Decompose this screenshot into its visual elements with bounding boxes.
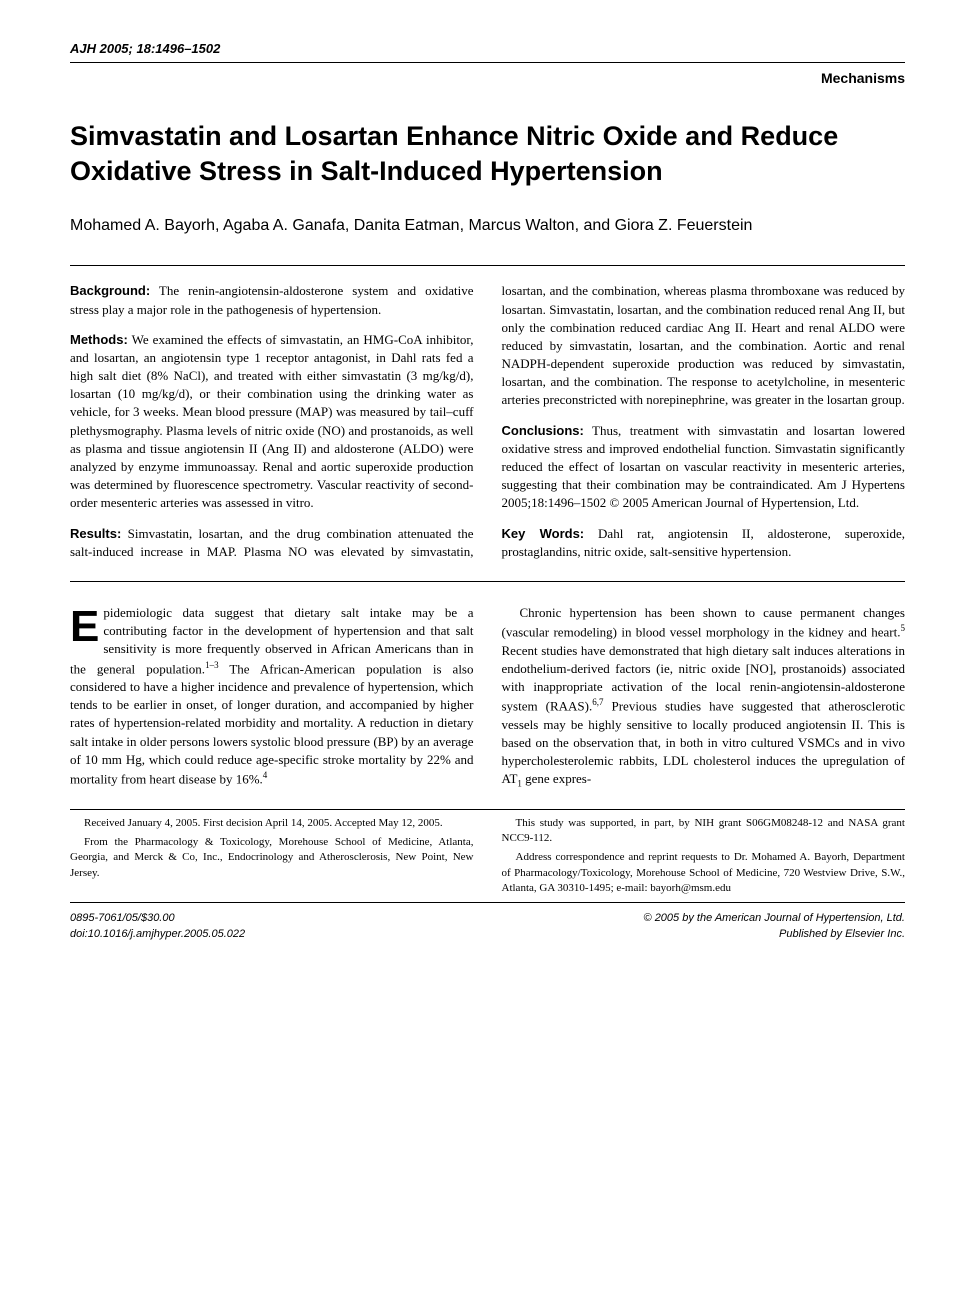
received-dates: Received January 4, 2005. First decision…	[70, 816, 474, 831]
para2a: Chronic hypertension has been shown to c…	[502, 605, 906, 640]
issn-doi: 0895-7061/05/$30.00 doi:10.1016/j.amjhyp…	[70, 911, 245, 942]
top-rule	[70, 62, 905, 63]
body-para-1: Epidemiologic data suggest that dietary …	[70, 604, 474, 789]
keywords-label: Key Words:	[502, 526, 585, 541]
doi: doi:10.1016/j.amjhyper.2005.05.022	[70, 927, 245, 942]
abstract-block: Background: The renin-angiotensin-aldost…	[70, 265, 905, 582]
footer-rule-top	[70, 809, 905, 810]
bottom-line: 0895-7061/05/$30.00 doi:10.1016/j.amjhyp…	[70, 911, 905, 942]
footer-block: Received January 4, 2005. First decision…	[70, 816, 905, 897]
author-list: Mohamed A. Bayorh, Agaba A. Ganafa, Dani…	[70, 215, 905, 237]
abstract-keywords: Key Words: Dahl rat, angiotensin II, ald…	[502, 525, 906, 561]
copyright: © 2005 by the American Journal of Hypert…	[644, 911, 905, 926]
methods-label: Methods:	[70, 332, 128, 347]
body-text: Epidemiologic data suggest that dietary …	[70, 604, 905, 791]
body-para-2: Chronic hypertension has been shown to c…	[502, 604, 906, 791]
ref-4: 4	[263, 770, 268, 780]
affiliation: From the Pharmacology & Toxicology, More…	[70, 835, 474, 881]
section-label: Mechanisms	[70, 69, 905, 89]
footer-rule-bottom	[70, 902, 905, 903]
results-label: Results:	[70, 526, 121, 541]
para1b: The African-American population is also …	[70, 661, 474, 786]
correspondence: Address correspondence and reprint reque…	[502, 850, 906, 896]
methods-text: We examined the effects of simvastatin, …	[70, 332, 474, 511]
ref-5: 5	[901, 623, 906, 633]
ref-6-7: 6,7	[592, 697, 603, 707]
copyright-block: © 2005 by the American Journal of Hypert…	[644, 911, 905, 942]
para2d: gene expres-	[522, 771, 591, 786]
article-title: Simvastatin and Losartan Enhance Nitric …	[70, 119, 905, 189]
dropcap: E	[70, 604, 103, 645]
ref-1-3: 1–3	[205, 660, 219, 670]
abstract-background: Background: The renin-angiotensin-aldost…	[70, 282, 474, 318]
abstract-methods: Methods: We examined the effects of simv…	[70, 331, 474, 513]
background-label: Background:	[70, 283, 150, 298]
abstract-conclusions: Conclusions: Thus, treatment with simvas…	[502, 422, 906, 513]
funding-support: This study was supported, in part, by NI…	[502, 816, 906, 847]
conclusions-label: Conclusions:	[502, 423, 584, 438]
issn: 0895-7061/05/$30.00	[70, 911, 245, 926]
publisher: Published by Elsevier Inc.	[644, 927, 905, 942]
journal-reference: AJH 2005; 18:1496–1502	[70, 40, 905, 58]
